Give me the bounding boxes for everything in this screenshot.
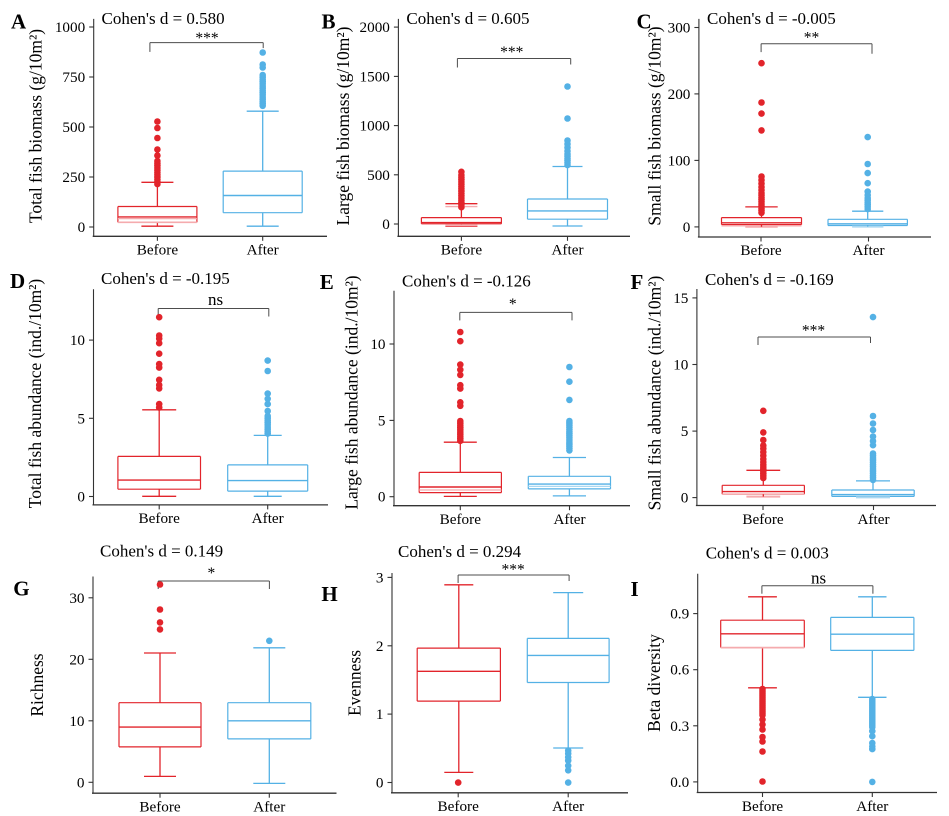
svg-text:***: ***	[501, 561, 525, 578]
svg-text:Cohen's d = -0.126: Cohen's d = -0.126	[402, 271, 531, 290]
svg-text:A: A	[11, 10, 27, 34]
svg-text:Before: Before	[137, 242, 179, 259]
svg-text:***: ***	[802, 323, 826, 340]
svg-text:0.6: 0.6	[670, 662, 689, 679]
svg-text:0.0: 0.0	[670, 774, 689, 791]
svg-text:100: 100	[668, 152, 691, 169]
svg-text:Cohen's d = -0.195: Cohen's d = -0.195	[101, 269, 230, 288]
svg-text:1000: 1000	[360, 118, 391, 135]
svg-text:After: After	[552, 798, 584, 815]
svg-text:1500: 1500	[360, 68, 391, 85]
svg-text:Evenness: Evenness	[345, 650, 365, 716]
svg-text:0: 0	[78, 219, 86, 236]
svg-text:ns: ns	[208, 290, 223, 309]
svg-text:I: I	[631, 577, 639, 601]
svg-text:2000: 2000	[360, 19, 391, 36]
svg-text:1000: 1000	[55, 19, 86, 36]
svg-text:2: 2	[376, 638, 384, 655]
svg-text:After: After	[252, 510, 284, 527]
svg-text:0: 0	[382, 216, 390, 233]
svg-text:5: 5	[681, 423, 689, 440]
svg-text:After: After	[551, 242, 583, 259]
svg-text:10: 10	[370, 336, 386, 353]
svg-text:Before: Before	[742, 511, 784, 528]
svg-text:10: 10	[70, 332, 86, 349]
svg-text:Beta diversity: Beta diversity	[644, 634, 664, 732]
svg-text:*: *	[208, 565, 216, 582]
svg-text:Large fish biomass (g/10m²): Large fish biomass (g/10m²)	[333, 26, 353, 225]
svg-text:10: 10	[69, 713, 85, 730]
svg-text:After: After	[856, 798, 888, 815]
svg-text:Small fish abundance (ind./10m: Small fish abundance (ind./10m²)	[644, 276, 664, 511]
svg-text:5: 5	[378, 412, 386, 429]
svg-text:*: *	[509, 296, 517, 313]
svg-text:Cohen's d = -0.169: Cohen's d = -0.169	[705, 270, 834, 289]
svg-text:Before: Before	[139, 799, 181, 816]
svg-text:Total fish biomass (g/10m²): Total fish biomass (g/10m²)	[26, 29, 46, 223]
svg-text:1: 1	[376, 706, 384, 723]
svg-text:G: G	[13, 577, 29, 601]
svg-text:***: ***	[500, 44, 524, 61]
svg-text:0: 0	[376, 775, 384, 792]
svg-text:Before: Before	[740, 242, 782, 259]
svg-text:250: 250	[62, 169, 85, 186]
svg-text:Cohen's d = 0.003: Cohen's d = 0.003	[706, 544, 829, 563]
svg-text:Before: Before	[441, 242, 483, 259]
svg-text:After: After	[857, 511, 889, 528]
svg-text:500: 500	[367, 167, 390, 184]
svg-text:Cohen's d = 0.605: Cohen's d = 0.605	[406, 9, 529, 28]
svg-text:After: After	[253, 799, 285, 816]
svg-text:Before: Before	[440, 511, 482, 528]
svg-text:0: 0	[683, 219, 691, 236]
svg-text:0: 0	[77, 489, 85, 506]
svg-text:Total fish abundance (ind./10m: Total fish abundance (ind./10m²)	[25, 279, 45, 509]
svg-text:H: H	[321, 582, 337, 606]
svg-text:20: 20	[69, 651, 85, 668]
svg-text:200: 200	[668, 86, 691, 103]
svg-text:E: E	[320, 270, 334, 294]
svg-text:0: 0	[378, 489, 386, 506]
svg-text:B: B	[322, 10, 336, 34]
svg-text:15: 15	[673, 290, 688, 307]
svg-text:300: 300	[668, 20, 691, 37]
svg-text:Before: Before	[438, 798, 480, 815]
svg-text:500: 500	[62, 119, 85, 136]
svg-text:30: 30	[69, 590, 85, 607]
svg-text:ns: ns	[811, 569, 826, 588]
svg-text:Before: Before	[139, 510, 181, 527]
svg-text:**: **	[804, 30, 820, 47]
svg-text:Cohen's d = 0.580: Cohen's d = 0.580	[102, 9, 225, 28]
svg-text:0.9: 0.9	[670, 606, 689, 623]
svg-text:Cohen's d = 0.294: Cohen's d = 0.294	[398, 542, 522, 561]
svg-text:5: 5	[77, 410, 85, 427]
svg-text:Richness: Richness	[27, 653, 47, 716]
svg-text:Large fish abundance (ind./10m: Large fish abundance (ind./10m²)	[342, 275, 362, 509]
svg-text:After: After	[553, 511, 585, 528]
svg-text:0: 0	[77, 774, 85, 791]
svg-text:Cohen's d = 0.149: Cohen's d = 0.149	[100, 542, 223, 561]
svg-text:C: C	[637, 10, 652, 34]
svg-text:0.3: 0.3	[670, 718, 689, 735]
svg-text:***: ***	[195, 30, 219, 47]
svg-text:Cohen's d = -0.005: Cohen's d = -0.005	[707, 9, 836, 28]
svg-text:After: After	[852, 242, 884, 259]
svg-text:Small fish biomass (g/10m²): Small fish biomass (g/10m²)	[645, 26, 665, 225]
svg-text:0: 0	[681, 490, 689, 507]
svg-text:After: After	[247, 242, 279, 259]
svg-text:Before: Before	[742, 798, 784, 815]
svg-text:F: F	[631, 270, 644, 294]
svg-text:750: 750	[62, 69, 85, 86]
svg-text:D: D	[10, 269, 25, 293]
svg-text:10: 10	[673, 357, 689, 374]
svg-text:3: 3	[376, 569, 384, 586]
